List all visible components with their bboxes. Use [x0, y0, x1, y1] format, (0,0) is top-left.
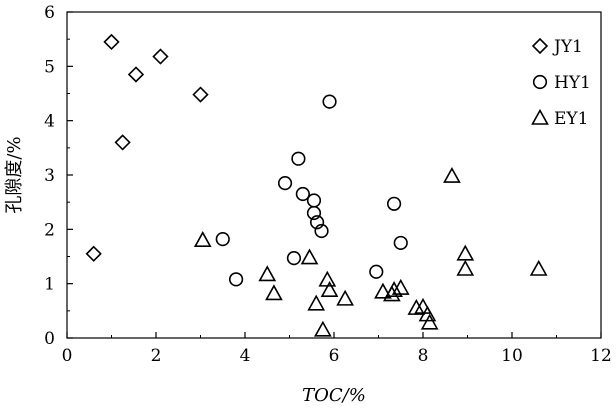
x-tick-label: 0: [62, 346, 73, 366]
diamond-point: [114, 134, 131, 151]
circle-point: [322, 94, 337, 109]
x-axis-title: TOC/%: [302, 385, 366, 406]
y-tick-label: 2: [44, 220, 55, 240]
x-tick-label: 8: [418, 346, 429, 366]
data-points: [85, 33, 548, 337]
y-tick-label: 1: [44, 275, 55, 295]
triangle-point: [391, 278, 410, 295]
x-tick-label: 10: [501, 346, 523, 366]
y-tick-label: 0: [44, 329, 55, 349]
triangle-point: [443, 166, 461, 183]
triangle-point: [307, 294, 326, 311]
legend: JY1 HY1 EY1: [531, 37, 591, 129]
diamond-point: [192, 86, 209, 103]
triangle-point: [420, 313, 439, 330]
circle-point: [306, 193, 322, 208]
circle-point: [286, 251, 302, 266]
x-tick-label: 12: [590, 346, 612, 366]
y-axis-title: 孔隙度/%: [4, 136, 25, 213]
circle-point: [393, 235, 408, 251]
circle-point: [386, 196, 402, 211]
triangle-point: [320, 281, 339, 297]
circle-point: [369, 264, 384, 279]
triangle-point: [385, 281, 403, 297]
triangle-point: [193, 231, 212, 247]
series-ey1: [193, 166, 548, 337]
legend-label-hy1: HY1: [554, 73, 591, 93]
x-axis-ticks: 0 2 4 6 8 10 12: [62, 332, 612, 366]
legend-marker-hy1: [532, 74, 548, 90]
circle-point: [229, 272, 244, 287]
y-tick-label: 5: [44, 57, 55, 77]
diamond-point: [152, 48, 169, 65]
triangle-point: [456, 244, 475, 261]
triangle-point: [336, 289, 354, 306]
diamond-point: [127, 66, 145, 83]
series-hy1: [215, 94, 408, 287]
x-tick-label: 4: [240, 346, 251, 366]
y-tick-label: 4: [44, 112, 55, 132]
circle-point: [314, 223, 329, 239]
series-jy1: [85, 33, 209, 262]
y-tick-label: 6: [44, 3, 55, 23]
triangle-point: [456, 259, 475, 276]
circle-point: [277, 176, 293, 191]
triangle-point: [407, 298, 426, 315]
legend-label-ey1: EY1: [554, 109, 588, 129]
y-tick-label: 3: [44, 166, 55, 186]
y-axis-ticks: 0 1 2 3 4 5 6: [44, 3, 73, 349]
diamond-point: [103, 33, 120, 51]
triangle-point: [414, 297, 432, 314]
x-tick-label: 6: [329, 346, 340, 366]
diamond-point: [85, 245, 102, 262]
legend-marker-ey1: [531, 108, 549, 125]
triangle-point: [374, 282, 392, 299]
triangle-point: [265, 284, 283, 301]
triangle-point: [258, 265, 277, 282]
circle-point: [291, 151, 306, 166]
triangle-point: [300, 248, 319, 265]
circle-point: [309, 215, 325, 230]
legend-marker-jy1: [531, 37, 549, 55]
legend-label-jy1: JY1: [552, 37, 583, 57]
triangle-point: [314, 320, 332, 337]
circle-point: [306, 205, 322, 221]
circle-point: [215, 232, 230, 247]
circle-point: [295, 186, 310, 202]
x-tick-label: 2: [151, 346, 162, 366]
triangle-point: [529, 259, 548, 276]
triangle-point: [318, 270, 337, 287]
